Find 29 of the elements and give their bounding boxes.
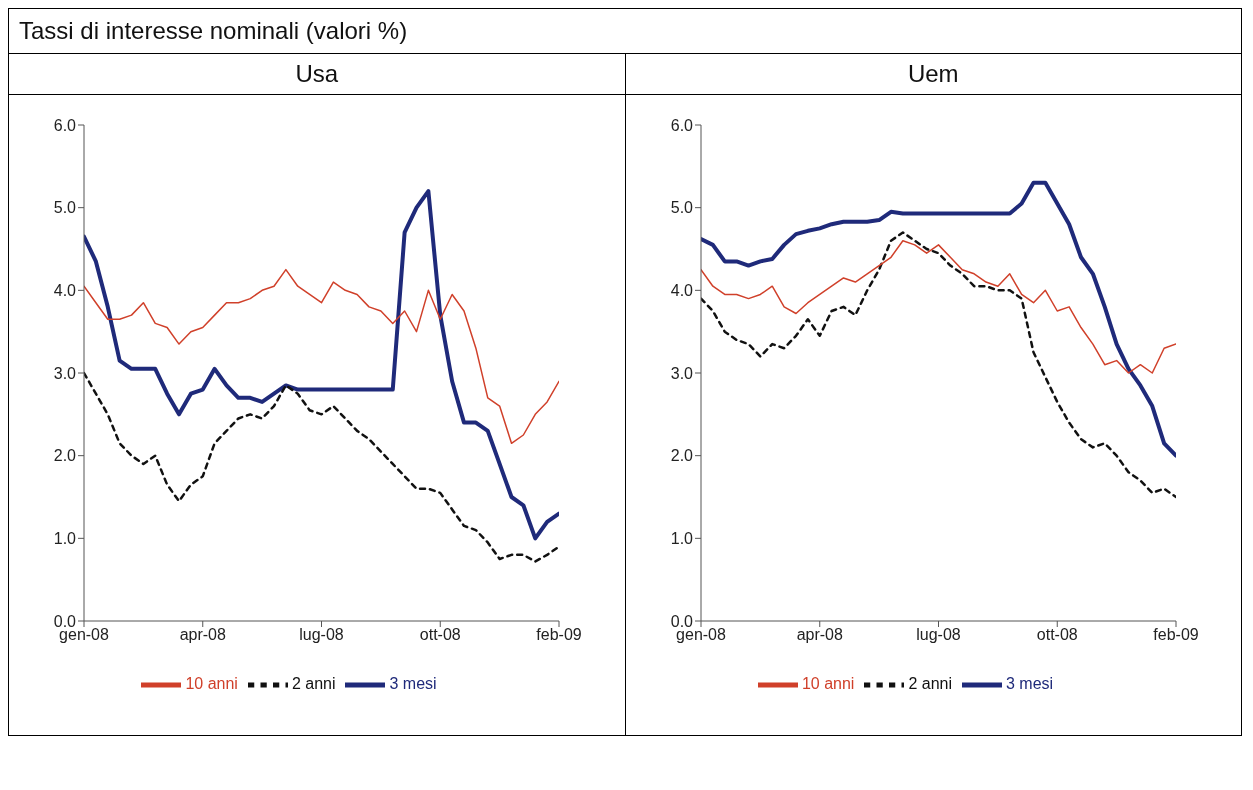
y-tick-label: 3.0 <box>53 364 77 382</box>
legend-label: 2 anni <box>908 675 952 693</box>
chart-title: Usa <box>9 54 625 95</box>
x-tick-label: lug-08 <box>915 626 961 644</box>
y-tick-label: 4.0 <box>670 282 693 300</box>
x-tick-label: ott-08 <box>419 626 461 644</box>
y-tick-label: 1.0 <box>670 530 693 548</box>
y-tick-label: 6.0 <box>670 116 693 134</box>
x-tick-label: lug-08 <box>299 626 344 644</box>
text: Tassi di interesse nominali (valori %) <box>9 9 1241 54</box>
legend-label: 2 anni <box>291 675 336 693</box>
legend-label: 10 anni <box>185 675 238 693</box>
x-tick-label: feb-09 <box>536 626 582 644</box>
chart-title: Uem <box>625 54 1241 95</box>
x-tick-label: apr-08 <box>179 626 226 644</box>
x-tick-label: ott-08 <box>1036 626 1078 644</box>
y-tick-label: 2.0 <box>670 447 693 465</box>
y-tick-label: 6.0 <box>53 116 77 134</box>
y-tick-label: 5.0 <box>670 199 693 217</box>
legend-label: 3 mesi <box>1005 675 1054 693</box>
legend-label: 10 anni <box>801 675 855 693</box>
y-tick-label: 5.0 <box>53 199 77 217</box>
x-tick-label: apr-08 <box>796 626 843 644</box>
y-tick-label: 3.0 <box>670 364 693 382</box>
y-tick-label: 2.0 <box>53 447 77 465</box>
legend-label: 3 mesi <box>389 675 437 693</box>
y-tick-label: 4.0 <box>53 282 77 300</box>
x-tick-label: feb-09 <box>1152 626 1199 644</box>
y-tick-label: 1.0 <box>53 530 77 548</box>
